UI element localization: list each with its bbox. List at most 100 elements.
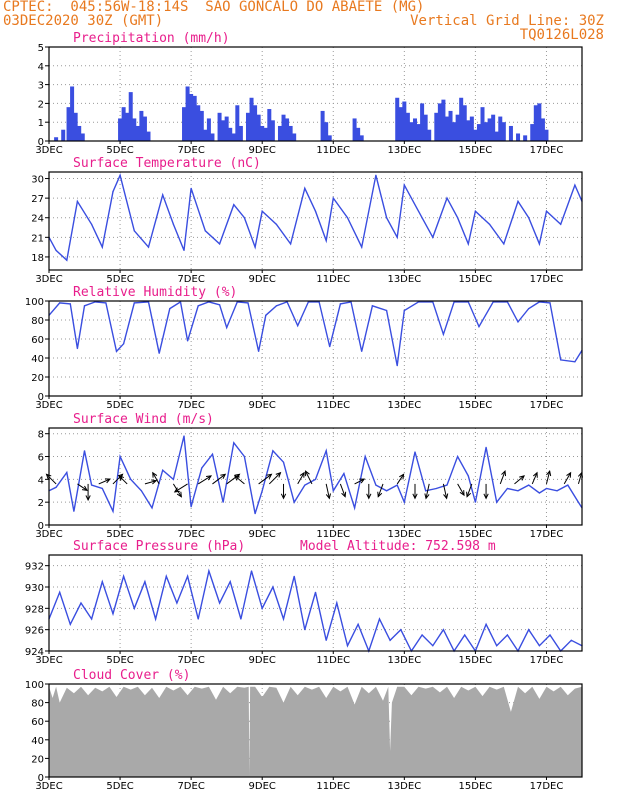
wind-panel: 0 2 4 6 8 3DEC 5DEC 7DEC 9DEC 11DEC 13DEC 15DEC 17DE… <box>35 412 583 540</box>
wind-arrow <box>77 483 88 491</box>
precip-xtick-label: 13DEC <box>387 145 421 156</box>
rh-point <box>208 301 210 303</box>
rh-point <box>286 301 288 303</box>
precip-bar <box>196 105 201 141</box>
wind-arrow-head <box>220 473 227 479</box>
precip-bar <box>476 124 481 141</box>
precip-bar <box>80 133 85 141</box>
wind-xtick-label: 7DEC <box>177 529 204 540</box>
temp-point <box>361 246 363 248</box>
wind-point <box>119 455 121 458</box>
wind-point <box>446 484 448 486</box>
pres-xtick-label: 3DEC <box>35 655 62 666</box>
wind-point <box>353 507 356 509</box>
temp-xtick-label: 7DEC <box>177 274 204 285</box>
wind-point <box>183 435 185 437</box>
pres-point <box>464 634 466 636</box>
temp-point <box>325 240 327 242</box>
pres-point <box>80 602 82 604</box>
wind-point <box>140 490 142 492</box>
precip-ytick-label: 5 <box>38 43 44 54</box>
rh-ytick-label: 80 <box>31 316 44 327</box>
temp-point <box>183 249 185 251</box>
precip-bar <box>228 127 233 141</box>
pres-point <box>378 618 381 620</box>
wind-arrow-head <box>399 473 405 480</box>
wind-arrow-head <box>280 493 287 500</box>
temp-point <box>190 187 192 189</box>
rh-point <box>453 301 455 303</box>
precip-bar <box>249 97 254 141</box>
pres-point <box>101 581 103 583</box>
wind-point <box>545 487 548 490</box>
temp-point <box>403 184 405 186</box>
wind-point <box>73 510 75 512</box>
wind-point <box>414 451 416 453</box>
rh-xtick-label: 3DEC <box>35 400 62 411</box>
precip-bar <box>398 107 403 141</box>
temp-point <box>417 210 420 212</box>
precip-bar <box>118 118 123 141</box>
pres-point <box>496 645 498 647</box>
wind-point <box>162 469 164 471</box>
pres-line <box>48 568 583 654</box>
wind-arrow-head <box>424 493 430 500</box>
wind-arrow-head <box>82 485 88 491</box>
rh-xtick-label: 7DEC <box>177 400 204 411</box>
pres-ytick-label: 932 <box>25 562 44 573</box>
precip-bar <box>491 114 496 141</box>
wind-arrow-head <box>173 487 180 493</box>
pres-point <box>176 602 178 604</box>
wind-point <box>112 510 114 512</box>
rh-point <box>432 301 434 303</box>
precip-ytick-label: 2 <box>38 99 44 110</box>
temp-point <box>432 236 434 238</box>
precip-bar <box>320 110 325 141</box>
temp-point <box>133 230 135 232</box>
wind-point <box>485 446 487 448</box>
precip-bar <box>437 103 442 141</box>
precip-bar <box>231 133 236 141</box>
wind-xtick-label: 13DEC <box>387 529 421 540</box>
wind-arrow <box>514 475 525 485</box>
precip-bar <box>128 92 133 141</box>
wind-arrow <box>268 472 281 485</box>
cloud-xtick-label: 9DEC <box>249 781 276 792</box>
temp-point <box>162 194 164 196</box>
wind-point <box>577 501 580 503</box>
temp-point <box>76 200 79 202</box>
precip-xtick-label: 17DEC <box>530 145 564 156</box>
precip-bar <box>402 101 407 141</box>
precip-bar <box>142 116 147 141</box>
pres-point <box>304 629 306 631</box>
wind-arrow-head <box>483 493 489 500</box>
rh-point <box>236 301 238 303</box>
pres-point <box>442 629 445 631</box>
wind-point <box>91 484 93 486</box>
wind-arrow-head <box>45 473 52 480</box>
wind-point <box>364 455 366 458</box>
wind-ytick-label: 6 <box>38 453 44 464</box>
precip-bar <box>277 125 282 141</box>
precip-frame <box>48 46 583 142</box>
pres-point <box>528 629 530 631</box>
pres-xtick-label: 5DEC <box>106 655 133 666</box>
rh-xtick-label: 17DEC <box>530 400 564 411</box>
header-date: 03DEC2020 30Z (GMT) <box>3 13 164 29</box>
wind-arrow-head <box>266 473 273 479</box>
rh-point <box>560 359 562 361</box>
precip-bar <box>359 135 364 141</box>
precip-bar <box>537 103 542 141</box>
rh-point <box>76 347 79 350</box>
rh-point <box>179 301 182 303</box>
rh-point <box>133 302 135 304</box>
rh-point <box>115 350 118 352</box>
precip-xtick-label: 3DEC <box>35 145 62 156</box>
precip-panel: 0 1 2 3 4 5 3DEC 5DEC 7DEC 9DEC 11DEC 13DEC 15DEC 17D… <box>35 31 583 156</box>
wind-arrow-head <box>85 495 91 502</box>
wind-ytick-label: 8 <box>38 430 44 441</box>
rh-ytick-label: 60 <box>31 335 44 346</box>
rh-point <box>59 302 61 304</box>
precip-bar <box>192 95 197 141</box>
